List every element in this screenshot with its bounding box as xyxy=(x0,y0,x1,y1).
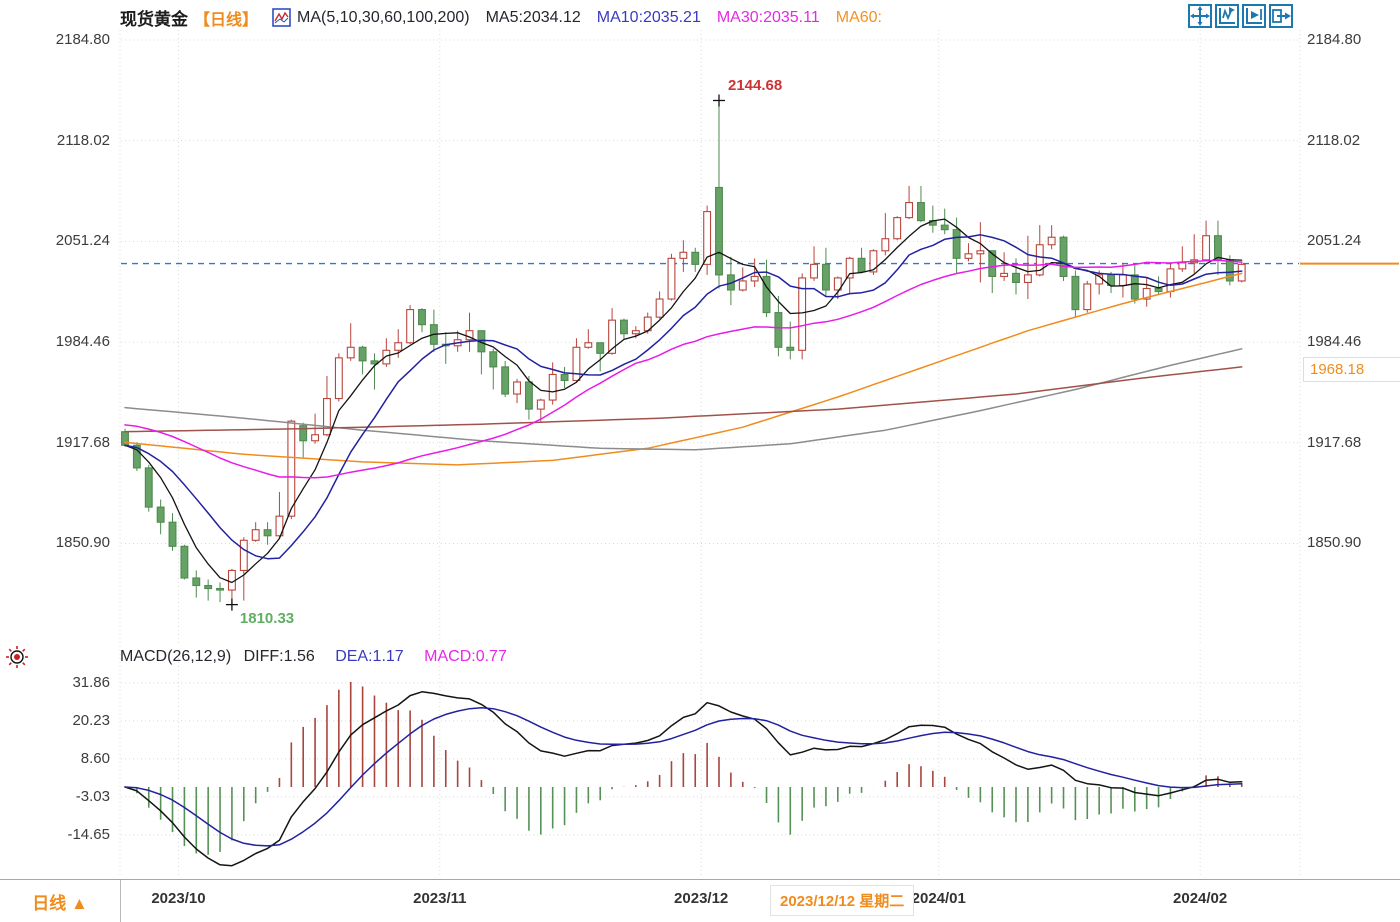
x-axis-label: 2023/10 xyxy=(151,890,206,907)
time-axis-bar: 日线 ▲ 2023/10 2023/11 2023/12 2024/01 2024/02 xyxy=(0,879,1400,922)
x-axis-label: 2024/02 xyxy=(1173,890,1228,907)
high-price-annotation: 2144.68 xyxy=(728,77,783,95)
period-selector-button[interactable]: 日线 ▲ xyxy=(0,880,121,922)
ma5-value: MA5:2034.12 xyxy=(485,8,581,26)
price-axis-label-left: 2118.02 xyxy=(56,131,110,149)
ma-settings-icon[interactable] xyxy=(272,8,291,27)
price-axis-label-left: 1917.68 xyxy=(55,433,110,451)
price-axis-label-left: 2184.80 xyxy=(55,31,110,48)
price-axis-label-left: 1850.90 xyxy=(55,534,110,552)
move-crosshair-icon[interactable] xyxy=(1188,4,1212,28)
macd-diff-value: DIFF:1.56 xyxy=(243,648,315,665)
price-axis-label-right: 1850.90 xyxy=(1307,534,1362,552)
chart-toolbar xyxy=(1188,4,1293,28)
price-marker-label: 1968.18 xyxy=(1303,357,1400,382)
compress-time-axis-icon[interactable] xyxy=(1215,4,1239,28)
low-price-annotation: 1810.33 xyxy=(239,609,295,627)
price-axis-label-right: 2051.24 xyxy=(1307,232,1362,250)
price-axis-label-right: 2184.80 xyxy=(1307,31,1362,48)
symbol-name: 现货黄金 xyxy=(120,10,188,29)
macd-axis-label: 31.86 xyxy=(72,673,110,691)
ma-settings-label: MA(5,10,30,60,100,200) xyxy=(297,8,470,26)
expand-time-axis-icon[interactable] xyxy=(1242,4,1266,28)
macd-axis-label: -14.65 xyxy=(67,825,110,843)
price-axis-label-right: 2118.02 xyxy=(1307,131,1361,149)
ma30-value: MA30:2035.11 xyxy=(716,8,820,26)
macd-axis-label: -3.03 xyxy=(75,787,110,805)
indicator-settings-icon[interactable] xyxy=(5,645,29,674)
chart-header: 现货黄金 【日线】 MA(5,10,30,60,100,200) MA5:203… xyxy=(120,5,882,30)
price-axis-label-right: 1984.46 xyxy=(1307,333,1362,351)
x-axis-label: 2023/12 xyxy=(674,890,729,907)
macd-settings-label: MACD(26,12,9) xyxy=(120,648,232,665)
ma60-value: MA60: xyxy=(835,8,882,26)
price-axis-label-left: 2051.24 xyxy=(55,232,110,250)
macd-axis-label: 20.23 xyxy=(72,711,110,729)
macd-header: MACD(26,12,9) DIFF:1.56 DEA:1.17 MACD:0.… xyxy=(120,648,523,666)
period-tag: 【日线】 xyxy=(194,11,259,29)
price-axis-label-right: 1917.68 xyxy=(1307,433,1362,451)
x-axis-label: 2023/11 xyxy=(413,890,467,907)
macd-macd-value: MACD:0.77 xyxy=(424,648,507,665)
jump-to-latest-icon[interactable] xyxy=(1269,4,1293,28)
macd-dea-value: DEA:1.17 xyxy=(335,648,404,665)
x-axis-label: 2024/01 xyxy=(911,890,966,907)
macd-axis-label: 8.60 xyxy=(80,749,110,767)
date-tooltip: 2023/12/12 星期二 xyxy=(770,885,915,916)
ma10-value: MA10:2035.21 xyxy=(596,8,701,26)
price-axis-label-left: 1984.46 xyxy=(55,333,110,351)
